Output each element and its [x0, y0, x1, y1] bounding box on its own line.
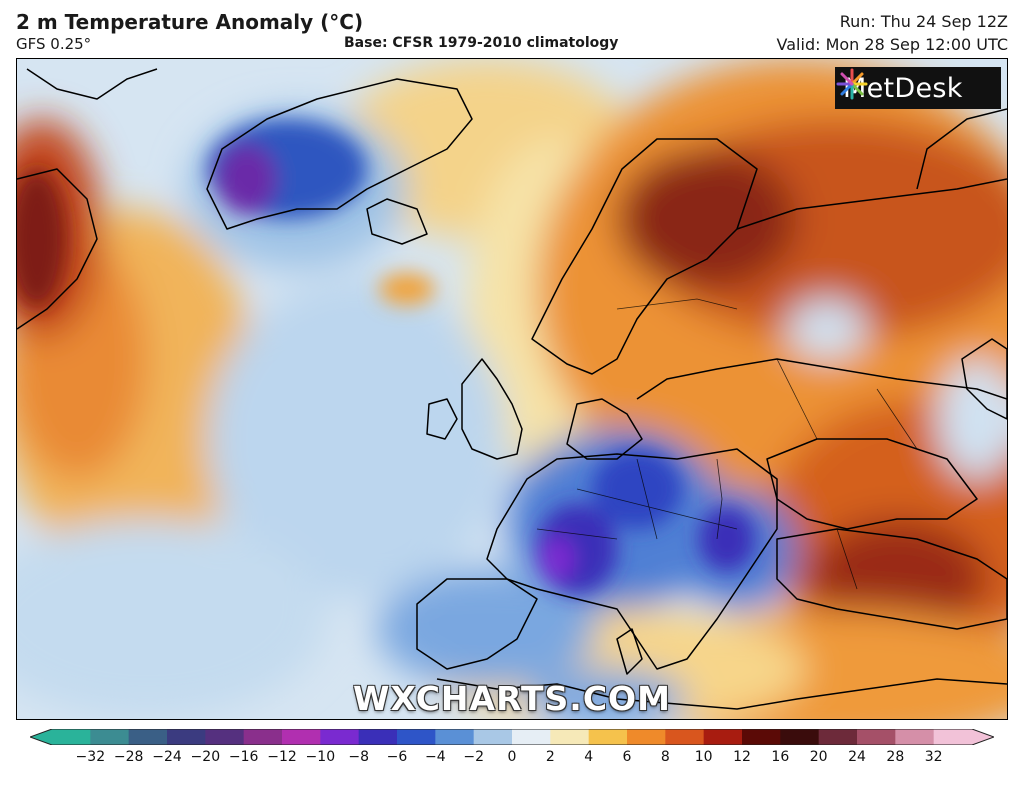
color-scale-cell — [358, 729, 398, 745]
climatology-base-label: Base: CFSR 1979-2010 climatology — [344, 35, 619, 51]
chart-title: 2 m Temperature Anomaly (°C) — [16, 10, 364, 34]
metdesk-burst-icon — [836, 68, 868, 100]
wxcharts-watermark: WXCHARTS.COM — [353, 679, 671, 718]
color-scale-tick-label: 8 — [660, 749, 670, 765]
color-scale-cell — [243, 729, 283, 745]
color-scale-tick-label: −32 — [75, 749, 106, 765]
model-label: GFS 0.25° — [16, 35, 92, 53]
anomaly-field — [17, 59, 1007, 719]
color-scale-tick-label: −4 — [425, 749, 446, 765]
color-scale-tick-label: −28 — [113, 749, 144, 765]
color-scale-tick-label: 10 — [694, 749, 713, 765]
color-scale-tick-label: −6 — [386, 749, 408, 765]
color-scale-labels: −32 −28 −24 −20 −16 −12 −10 −8 −6 −4 −2 0 2 4 6 8 10 12 16… — [0, 749, 1024, 769]
color-scale-cell — [52, 729, 91, 745]
color-scale-cell — [550, 729, 590, 745]
color-scale-cell — [128, 729, 168, 745]
color-scale-cell — [167, 729, 206, 745]
color-scale-cell — [473, 729, 513, 745]
color-scale-tick-label: 28 — [886, 749, 905, 765]
run-time-label: Run: Thu 24 Sep 12Z — [839, 12, 1008, 31]
color-scale-cell — [282, 729, 321, 745]
color-scale-tick-label: −10 — [305, 749, 336, 765]
color-scale-tick-label: −8 — [348, 749, 369, 765]
color-scale-cell — [205, 729, 245, 745]
color-scale-cell — [435, 729, 475, 745]
color-scale-tick-label: −16 — [228, 749, 259, 765]
color-scale-cell — [397, 729, 436, 745]
color-scale-tick-label: 6 — [622, 749, 632, 765]
anomaly-map: MetDesk WXCHARTS.COM — [16, 58, 1008, 720]
color-scale-tick-label: 2 — [545, 749, 555, 765]
color-scale-cell — [512, 729, 551, 745]
color-scale-bar — [30, 729, 994, 745]
color-scale-tick-label: 24 — [848, 749, 866, 765]
color-scale-tick-label: 16 — [771, 749, 790, 765]
color-scale-cell — [933, 729, 973, 745]
color-scale-cell — [780, 729, 820, 745]
color-scale-tick-label: −20 — [190, 749, 221, 765]
color-scale-cell — [90, 729, 130, 745]
color-scale-cell — [857, 729, 896, 745]
color-scale-cell — [627, 729, 666, 745]
color-scale-cell — [895, 729, 935, 745]
metdesk-logo: MetDesk — [835, 67, 1001, 109]
color-scale-cell — [665, 729, 705, 745]
color-scale-tick-label: 4 — [584, 749, 594, 765]
color-scale-tick-label: 32 — [924, 749, 943, 765]
color-scale-tick-label: −24 — [152, 749, 182, 765]
color-scale-cell — [588, 729, 628, 745]
color-scale-min-arrow — [30, 729, 52, 745]
color-scale-tick-label: 12 — [733, 749, 751, 765]
color-scale-cell — [703, 729, 743, 745]
color-scale-max-arrow — [972, 729, 994, 745]
color-scale-tick-label: 20 — [809, 749, 828, 765]
valid-time-label: Valid: Mon 28 Sep 12:00 UTC — [776, 35, 1008, 54]
color-scale-cell — [742, 729, 781, 745]
color-scale-cell — [320, 729, 360, 745]
color-scale-tick-label: −12 — [267, 749, 297, 765]
metdesk-logo-text: MetDesk — [843, 72, 963, 104]
color-scale-tick-label: −2 — [463, 749, 484, 765]
color-scale-tick-label: 0 — [507, 749, 517, 765]
color-scale-cell — [818, 729, 858, 745]
